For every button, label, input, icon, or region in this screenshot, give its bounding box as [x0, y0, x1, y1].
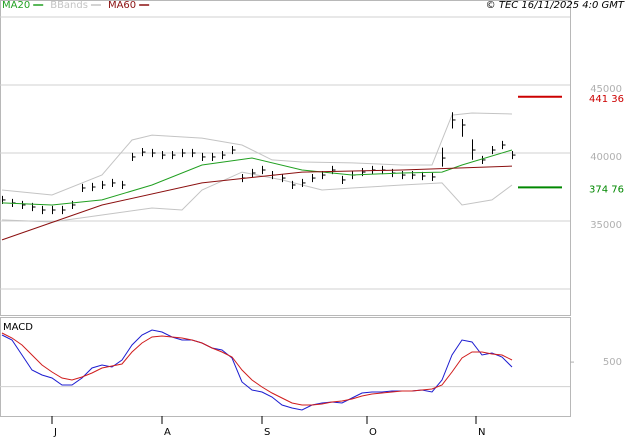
level-label: 374 76 — [589, 184, 624, 195]
y-tick-label: 35000 — [590, 220, 622, 231]
moving-average — [1, 165, 513, 241]
price-panel-frame — [0, 0, 571, 316]
y-tick-label: 40000 — [590, 152, 622, 163]
macd-line — [1, 332, 513, 406]
x-tick-label: N — [478, 427, 485, 438]
legend-label: MA20 — [2, 0, 30, 11]
y-tick-label: 500 — [603, 357, 622, 368]
macd-title: MACD — [3, 322, 33, 333]
legend-label: MA60 — [108, 0, 136, 11]
source-note: © TEC 16/11/2025 4:0 GMT — [486, 0, 625, 11]
macd-line — [1, 329, 513, 411]
x-tick-label: S — [264, 427, 270, 438]
y-tick-label: 45000 — [590, 84, 622, 95]
moving-average — [1, 149, 513, 206]
level-label: 441 36 — [589, 94, 624, 105]
macd-panel-frame — [0, 317, 571, 417]
x-tick-label: J — [53, 427, 57, 438]
legend-label: BBands — [50, 0, 88, 11]
x-tick-label: O — [369, 427, 377, 438]
bband-upper — [1, 112, 513, 196]
x-tick-label: A — [164, 427, 171, 438]
